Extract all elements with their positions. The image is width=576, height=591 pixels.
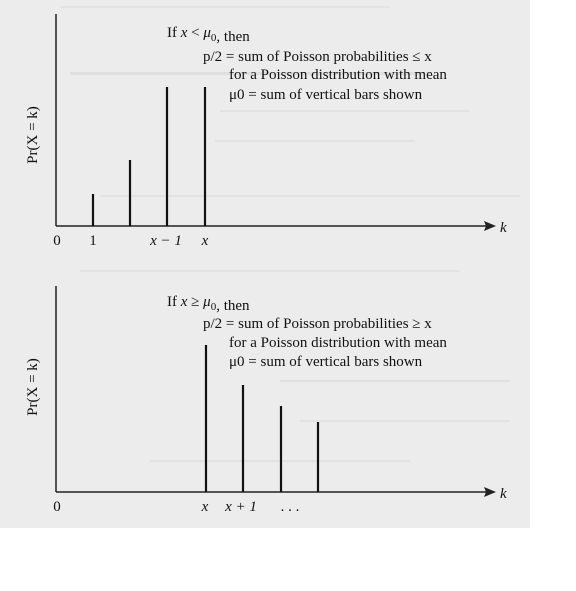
bottom-text-line-2: for a Poisson distribution with mean — [229, 335, 447, 351]
bottom-x-axis-arrow-icon — [484, 487, 496, 497]
top-text-line-3: μ0 = sum of vertical bars shown — [229, 87, 423, 103]
top-panel: If x < μ0, then p/2 = sum of Poisson pro… — [25, 14, 507, 249]
top-text-line-1: p/2 = sum of Poisson probabilities ≤ x — [203, 49, 432, 65]
bottom-panel: If x ≥ μ0, then p/2 = sum of Poisson pro… — [25, 286, 507, 515]
top-y-axis-label: Pr(X = k) — [25, 106, 41, 164]
top-x-axis-label: k — [500, 220, 507, 236]
bottom-tick-x-plus-1: x + 1 — [224, 499, 257, 515]
top-tick-0: 0 — [53, 233, 61, 249]
top-tick-x-minus-1: x − 1 — [149, 233, 182, 249]
bottom-condition-text: If x ≥ μ0, then — [167, 294, 250, 314]
bottom-tick-0: 0 — [53, 499, 61, 515]
top-text-line-2: for a Poisson distribution with mean — [229, 67, 447, 83]
scanned-page-background — [0, 0, 530, 528]
bottom-text-line-3: μ0 = sum of vertical bars shown — [229, 354, 423, 370]
top-x-axis-arrow-icon — [484, 221, 496, 231]
top-tick-x: x — [201, 233, 209, 249]
bottom-tick-ellipsis: . . . — [281, 499, 300, 515]
bottom-y-axis-label: Pr(X = k) — [25, 358, 41, 416]
bottom-text-line-1: p/2 = sum of Poisson probabilities ≥ x — [203, 316, 432, 332]
bottom-tick-x: x — [201, 499, 209, 515]
bottom-x-axis-label: k — [500, 486, 507, 502]
top-tick-1: 1 — [89, 233, 97, 249]
top-condition-text: If x < μ0, then — [167, 25, 250, 45]
